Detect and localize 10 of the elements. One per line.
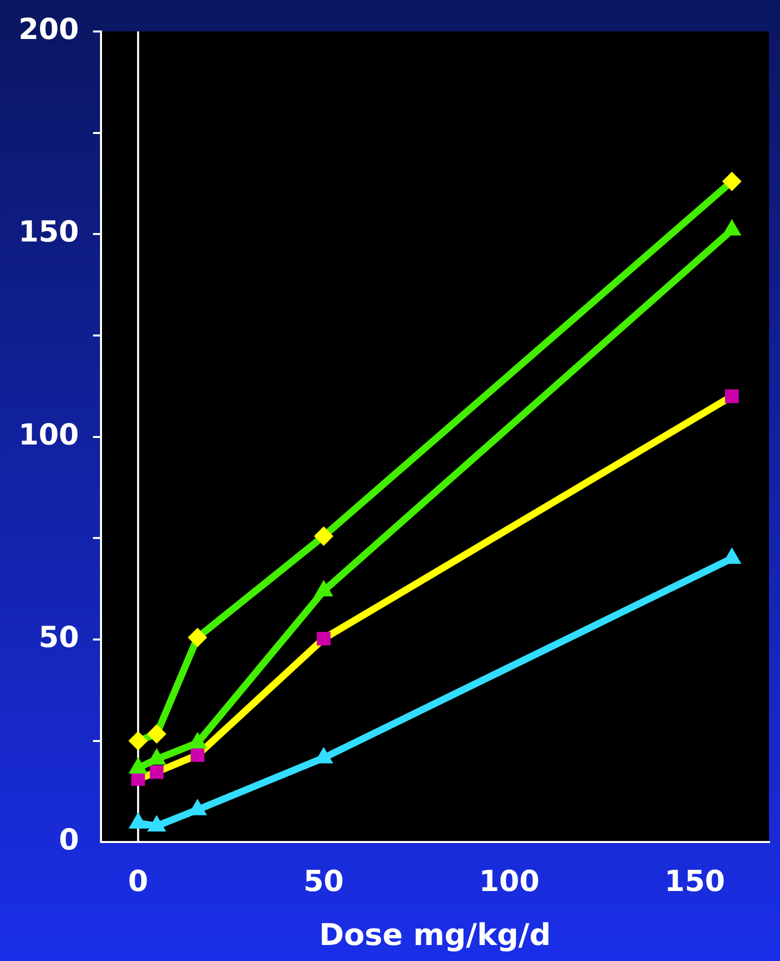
y-tick-label: 200 <box>18 12 79 46</box>
x-tick-label: 50 <box>303 864 344 898</box>
x-axis-title: Dose mg/kg/d <box>319 918 551 953</box>
y-tick-label: 50 <box>38 620 79 654</box>
y-tick-label: 100 <box>18 417 79 452</box>
y-tick-label: 0 <box>58 822 79 857</box>
y-tick-label: 150 <box>18 214 79 249</box>
x-tick-label: 150 <box>664 864 726 898</box>
x-tick-label: 0 <box>128 864 148 898</box>
x-tick-label: 100 <box>478 864 540 898</box>
